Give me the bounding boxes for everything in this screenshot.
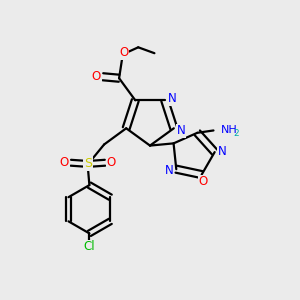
- Text: N: N: [218, 145, 226, 158]
- Text: Cl: Cl: [84, 241, 95, 254]
- Text: O: O: [92, 70, 101, 83]
- Text: NH: NH: [221, 124, 238, 135]
- Text: O: O: [119, 46, 128, 59]
- Text: O: O: [199, 176, 208, 188]
- Text: S: S: [84, 157, 92, 170]
- Text: O: O: [60, 156, 69, 169]
- Text: N: N: [177, 124, 185, 137]
- Text: 2: 2: [233, 129, 239, 138]
- Text: N: N: [168, 92, 176, 105]
- Text: O: O: [107, 156, 116, 169]
- Text: N: N: [164, 164, 173, 177]
